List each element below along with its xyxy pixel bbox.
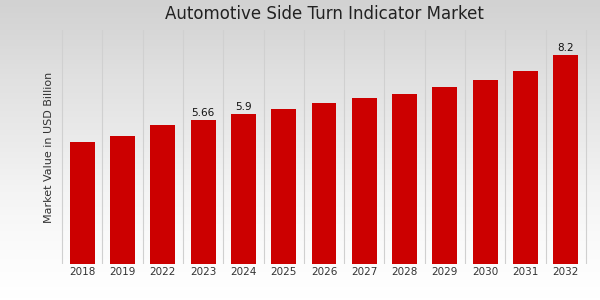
Y-axis label: Market Value in USD Billion: Market Value in USD Billion xyxy=(44,71,55,223)
Bar xyxy=(191,120,215,264)
Bar xyxy=(513,71,538,264)
Bar xyxy=(70,142,95,264)
Bar xyxy=(271,109,296,264)
Text: 5.66: 5.66 xyxy=(191,108,215,118)
Bar xyxy=(433,87,457,264)
Title: Automotive Side Turn Indicator Market: Automotive Side Turn Indicator Market xyxy=(164,5,484,23)
Bar xyxy=(150,125,175,264)
Text: 5.9: 5.9 xyxy=(235,102,252,112)
Bar xyxy=(311,103,337,264)
Bar xyxy=(231,114,256,264)
Bar xyxy=(352,98,377,264)
Bar xyxy=(392,94,417,264)
Text: 8.2: 8.2 xyxy=(557,44,574,53)
Bar xyxy=(553,56,578,264)
Bar xyxy=(473,80,498,264)
Bar xyxy=(110,136,135,264)
